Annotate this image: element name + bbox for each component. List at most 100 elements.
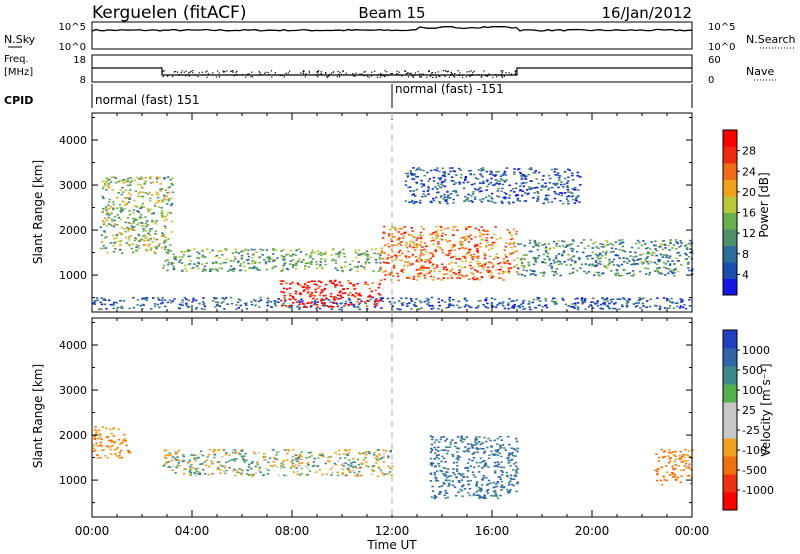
power-pixel [448, 250, 451, 252]
colorbar-tick-label: 500 [742, 364, 763, 377]
power-pixel [380, 249, 383, 252]
y-tick-label: 3000 [59, 384, 87, 397]
power-pixel [219, 263, 222, 265]
velocity-pixel [373, 453, 376, 456]
power-pixel [486, 307, 490, 309]
power-pixel [482, 233, 486, 236]
power-pixel [413, 301, 417, 304]
colorbar-cell [723, 456, 737, 475]
velocity-pixel [245, 473, 249, 475]
power-pixel [401, 304, 404, 306]
velocity-x-ticks [91, 318, 693, 517]
power-pixel [560, 263, 563, 265]
velocity-pixel [263, 453, 266, 455]
power-pixel [428, 233, 432, 236]
velocity-pixel [318, 469, 321, 471]
power-pixel [662, 240, 666, 242]
power-pixel [329, 305, 332, 307]
velocity-pixel [500, 480, 504, 483]
power-pixel [121, 209, 125, 211]
station-title: Kerguelen (fitACF) [92, 3, 246, 23]
power-pixel [391, 235, 395, 238]
power-pixel [138, 222, 141, 224]
power-pixel [527, 300, 531, 303]
power-pixel [452, 198, 455, 201]
power-pixel [508, 202, 511, 205]
power-pixel [501, 179, 504, 181]
velocity-pixel [118, 457, 121, 459]
velocity-pixel [358, 475, 361, 477]
power-pixel [484, 263, 487, 265]
power-pixel [420, 307, 423, 309]
power-pixel [137, 234, 141, 237]
velocity-pixel [379, 469, 382, 471]
power-pixel [444, 239, 447, 241]
velocity-pixel [96, 457, 99, 459]
colorbar-tick-label: 25 [742, 404, 756, 417]
velocity-pixel [234, 474, 237, 477]
velocity-pixel [514, 449, 517, 451]
power-pixel [184, 267, 187, 270]
nave-dot [224, 70, 226, 72]
power-pixel [113, 215, 117, 218]
velocity-pixel [174, 452, 178, 454]
power-pixel [682, 306, 685, 309]
power-pixel [409, 297, 413, 300]
velocity-pixel [184, 468, 187, 470]
power-pixel [557, 253, 561, 255]
power-pixel [298, 258, 301, 261]
velocity-pixel [362, 452, 365, 455]
power-pixel [630, 246, 634, 249]
power-pixel [240, 250, 243, 253]
power-pixel [385, 262, 388, 264]
power-pixel [640, 261, 643, 263]
velocity-pixel [506, 457, 509, 459]
velocity-pixel [182, 454, 185, 456]
power-pixel [474, 245, 477, 248]
power-pixel [422, 193, 425, 195]
velocity-pixel [254, 465, 257, 468]
nave-dot [178, 74, 180, 76]
time-tick-label: 16:00 [475, 524, 510, 538]
nave-dot [466, 71, 468, 73]
power-pixel [395, 255, 398, 257]
power-pixel [189, 260, 192, 262]
power-pixel [102, 185, 105, 188]
power-pixel [289, 283, 292, 285]
velocity-pixel [674, 468, 677, 470]
power-pixel [622, 268, 625, 271]
power-pixel [387, 245, 391, 248]
power-pixel [198, 302, 201, 305]
power-pixel [453, 243, 456, 246]
power-pixel [558, 179, 561, 181]
power-pixel [601, 255, 604, 257]
power-pixel [463, 200, 466, 202]
power-pixel [440, 186, 443, 189]
power-pixel [398, 259, 402, 262]
velocity-pixel [663, 451, 666, 453]
power-pixel [497, 187, 500, 190]
power-pixel [218, 267, 221, 269]
power-pixel [183, 251, 186, 253]
velocity-pixel [101, 426, 105, 428]
power-pixel [356, 300, 359, 303]
velocity-pixel [467, 443, 470, 445]
velocity-pixel [487, 483, 490, 485]
power-pixel [501, 270, 505, 273]
power-pixel [183, 264, 187, 267]
power-pixel [571, 272, 574, 274]
power-pixel [451, 267, 454, 270]
velocity-pixel [458, 473, 462, 475]
power-pixel [542, 261, 545, 264]
velocity-pixel [316, 465, 320, 467]
nave-dot [232, 71, 234, 73]
nave-dot [328, 75, 330, 77]
power-pixel [180, 251, 183, 253]
velocity-pixel [456, 470, 459, 472]
velocity-pixel [669, 457, 672, 459]
power-pixel [625, 306, 629, 308]
velocity-pixel [429, 472, 432, 475]
power-pixel [226, 303, 229, 305]
power-pixel [375, 261, 378, 264]
velocity-pixel [214, 449, 217, 451]
